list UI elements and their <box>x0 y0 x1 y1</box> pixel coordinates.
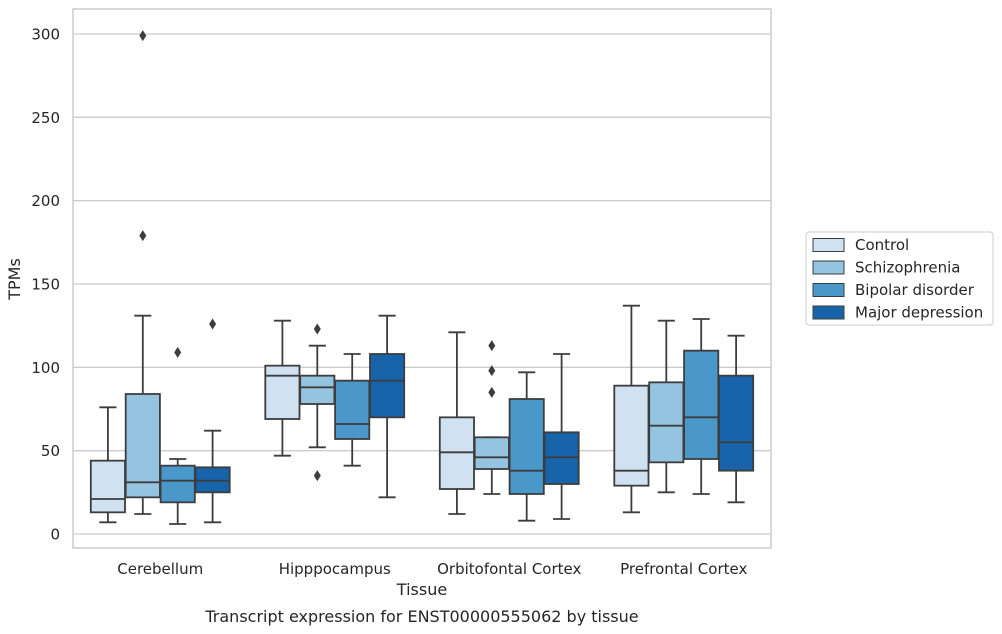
box-plot <box>299 323 336 482</box>
x-tick-label: Hipppocampus <box>279 560 391 578</box>
y-tick-label: 200 <box>31 192 60 210</box>
y-tick-label: 300 <box>31 26 60 44</box>
y-axis-label: TPMs <box>5 258 24 301</box>
box-iqr <box>508 398 545 495</box>
legend-label: Schizophrenia <box>855 259 960 277</box>
box-plot <box>508 371 545 522</box>
box-iqr <box>159 464 196 504</box>
box-groups <box>89 30 755 525</box>
y-tick-label: 0 <box>50 526 60 544</box>
box-plot <box>159 346 196 525</box>
box-iqr <box>648 381 685 464</box>
box-plot <box>334 353 371 467</box>
y-tick-label: 100 <box>31 359 60 377</box>
series-control <box>89 304 650 524</box>
box-plot <box>194 318 231 524</box>
outlier-point <box>488 386 496 398</box>
chart-caption: Transcript expression for ENST0000055506… <box>204 607 638 626</box>
legend-label: Bipolar disorder <box>855 281 975 299</box>
box-iqr <box>124 393 161 499</box>
legend-label: Control <box>855 236 909 254</box>
y-tick-labels: 0 50 100 150 200 250 300 <box>31 26 60 544</box>
outlier-point <box>139 230 147 242</box>
x-tick-label: Prefrontal Cortex <box>620 560 747 578</box>
box-plot <box>438 331 475 515</box>
box-plot <box>683 318 720 495</box>
legend-swatch <box>812 238 845 252</box>
y-tick-label: 250 <box>31 109 60 127</box>
box-iqr <box>683 349 720 460</box>
outlier-point <box>209 318 217 330</box>
box-plot <box>369 314 406 499</box>
outlier-point <box>313 323 321 335</box>
outlier-point <box>488 365 496 377</box>
box-iqr <box>89 459 126 514</box>
x-axis-label: Tissue <box>396 580 447 599</box>
box-plot <box>264 319 301 457</box>
box-plot <box>473 340 510 495</box>
box-iqr <box>299 374 336 405</box>
legend-label: Major depression <box>855 304 983 322</box>
box-plot <box>89 406 126 524</box>
series-major-depression <box>194 314 755 524</box>
outlier-point <box>174 346 182 358</box>
y-tick-label: 150 <box>31 276 60 294</box>
box-plot <box>718 334 755 504</box>
box-plot <box>124 30 161 515</box>
legend-swatch <box>812 260 845 275</box>
legend-swatch <box>812 283 845 297</box>
legend-swatch <box>812 305 845 320</box>
box-iqr <box>613 384 650 487</box>
legend-frame <box>805 231 994 326</box>
x-tick-labels: Cerebellum Hipppocampus Orbitofontal Corte… <box>117 560 747 578</box>
legend: Control Schizophrenia Bipolar disorder Majo… <box>805 231 994 326</box>
y-tick-label: 50 <box>41 442 60 460</box>
plot-frame <box>72 8 772 549</box>
grid-lines <box>73 33 771 535</box>
box-iqr <box>718 374 755 472</box>
series-schizophrenia <box>124 30 685 515</box>
x-tick-label: Cerebellum <box>117 560 203 578</box>
outlier-point <box>139 30 147 42</box>
x-tick-label: Orbitofontal Cortex <box>437 560 581 578</box>
box-plot <box>648 319 685 494</box>
box-iqr <box>334 379 371 440</box>
box-iqr <box>369 353 406 419</box>
outlier-point <box>488 340 496 352</box>
box-iqr <box>264 364 301 420</box>
box-plot <box>613 304 650 514</box>
outlier-point <box>313 470 321 482</box>
series-bipolar-disorder <box>159 318 720 525</box>
box-plot <box>543 353 580 520</box>
box-iqr <box>473 436 510 470</box>
